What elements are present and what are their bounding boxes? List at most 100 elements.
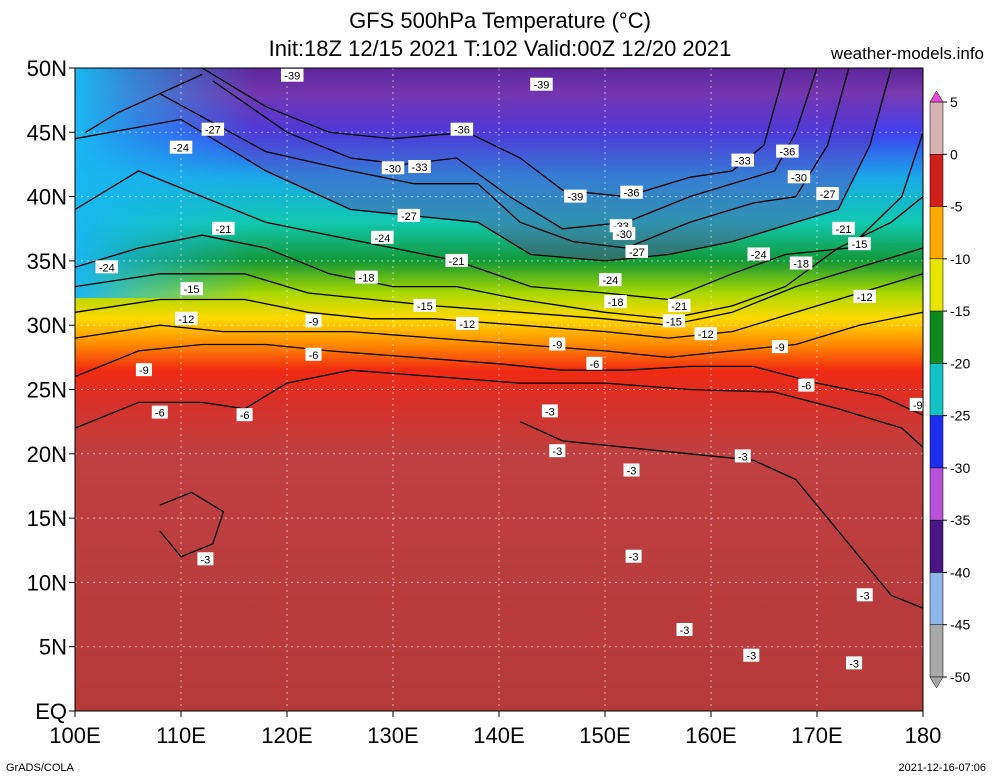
x-tick-label: 100E: [49, 723, 100, 748]
isotherm-line: [74, 67, 892, 262]
isotherm-line: [74, 273, 924, 339]
isotherm-line: [74, 247, 924, 326]
contour-label: -3: [860, 590, 870, 602]
contour-label-box: [397, 208, 421, 222]
contour-label-box: [450, 122, 474, 136]
contour-label: -18: [359, 273, 375, 285]
contour-label: -39: [284, 71, 300, 83]
contour-label: -27: [205, 125, 221, 137]
contour-label-box: [530, 77, 553, 91]
color-bar-label: -10: [950, 251, 970, 267]
contour-label: -21: [215, 224, 231, 236]
contour-label-box: [731, 153, 754, 167]
contour-label: -3: [545, 406, 555, 418]
color-bar-label: -20: [950, 355, 970, 371]
contour-label: -3: [738, 451, 748, 463]
contour-label: -36: [454, 125, 470, 137]
contour-label-box: [832, 221, 855, 235]
x-tick-label: 110E: [156, 723, 206, 748]
contour-label: -3: [849, 658, 859, 670]
contour-label-box: [789, 256, 813, 270]
contour-label: -27: [820, 189, 836, 201]
contour-label-box: [668, 298, 691, 312]
contour-label: -18: [793, 259, 809, 271]
y-tick-label: 45N: [27, 120, 67, 145]
contour-label-box: [743, 648, 760, 662]
x-tick-label: 180: [905, 723, 942, 748]
contour-label-box: [662, 314, 686, 328]
contour-label: -24: [173, 143, 189, 155]
color-bar: 5 0 -5 -10 -15 -20 -25 -30 -35 -40 -45 -50: [929, 90, 970, 689]
contour-label-box: [236, 408, 253, 422]
contour-label: -6: [240, 410, 250, 422]
contour-label-box: [599, 273, 622, 287]
color-bar-segment: [929, 154, 944, 207]
color-bar-segment: [929, 363, 944, 416]
contour-label: -3: [627, 466, 637, 478]
contour-label-box: [612, 226, 636, 240]
color-bar-segment: [929, 467, 944, 521]
x-tick-label: 140E: [473, 723, 524, 748]
contour-label-box: [798, 378, 815, 392]
contour-label: -12: [178, 314, 194, 326]
contour-label-box: [787, 170, 811, 184]
contour-label-box: [604, 295, 627, 309]
isotherm-line: [74, 132, 924, 301]
color-bar-label: -5: [950, 199, 963, 215]
y-tick-label: 30N: [27, 313, 67, 338]
contour-label: -9: [552, 340, 562, 352]
color-bar-segment: [929, 624, 944, 678]
contour-label: -15: [666, 316, 682, 328]
contour-label-box: [549, 444, 566, 458]
isotherm-line: [519, 421, 924, 609]
color-bar-label: -15: [950, 303, 970, 319]
contour-label-box: [853, 289, 876, 303]
contour-label-box: [564, 189, 587, 203]
contour-label-box: [541, 404, 558, 418]
color-bar-segment: [929, 572, 944, 626]
isotherm-line: [159, 67, 850, 249]
contour-label: -9: [775, 342, 785, 354]
contour-label: -24: [374, 233, 390, 245]
x-tick-label: 130E: [367, 723, 418, 748]
contour-label-box: [848, 237, 871, 251]
contour-label-box: [135, 363, 152, 377]
source-label: weather-models.info: [830, 44, 984, 63]
contour-label: -36: [779, 147, 795, 159]
contour-label-box: [355, 270, 378, 284]
color-bar-label: -25: [950, 408, 970, 424]
chart-title: GFS 500hPa Temperature (°C): [349, 8, 651, 33]
contour-label-box: [623, 463, 640, 477]
y-tick-label: 20N: [27, 442, 67, 467]
contour-labels: -39-39-39-36-36-36-33-33-33-30-30-30-27-…: [95, 68, 926, 670]
footer-timestamp: 2021-12-16-07:06: [898, 762, 986, 774]
x-tick-label: 120E: [261, 723, 312, 748]
contour-label-box: [371, 230, 394, 244]
contour-label: -9: [139, 365, 149, 377]
isotherm-line: [159, 491, 225, 558]
contour-label: -33: [412, 162, 428, 174]
contour-label-box: [625, 244, 648, 258]
west-cold-overlay: [75, 68, 255, 298]
contour-label: -15: [184, 284, 200, 296]
y-tick-label: 40N: [27, 185, 67, 210]
contour-label-box: [305, 347, 322, 361]
color-bar-segment: [929, 206, 944, 260]
color-bar-segment: [929, 101, 944, 155]
contour-label: -15: [417, 301, 433, 313]
contour-label: -9: [309, 316, 319, 328]
y-tick-label: 10N: [27, 570, 67, 595]
color-bar-label: -35: [950, 512, 970, 528]
contour-label: -18: [608, 297, 624, 309]
color-bar-label: 5: [950, 94, 958, 110]
axes: 100E 110E 120E 130E 140E 150E 160E 170E 180 50N 45…: [27, 56, 942, 748]
color-bar-label: 0: [950, 146, 958, 162]
footer-software: GrADS/COLA: [6, 762, 74, 774]
contour-label-box: [212, 221, 235, 235]
contour-label-box: [771, 340, 788, 354]
contour-label-box: [846, 656, 863, 670]
contour-label: -12: [857, 292, 873, 304]
contour-label-box: [694, 327, 717, 341]
contour-label-box: [549, 337, 566, 351]
